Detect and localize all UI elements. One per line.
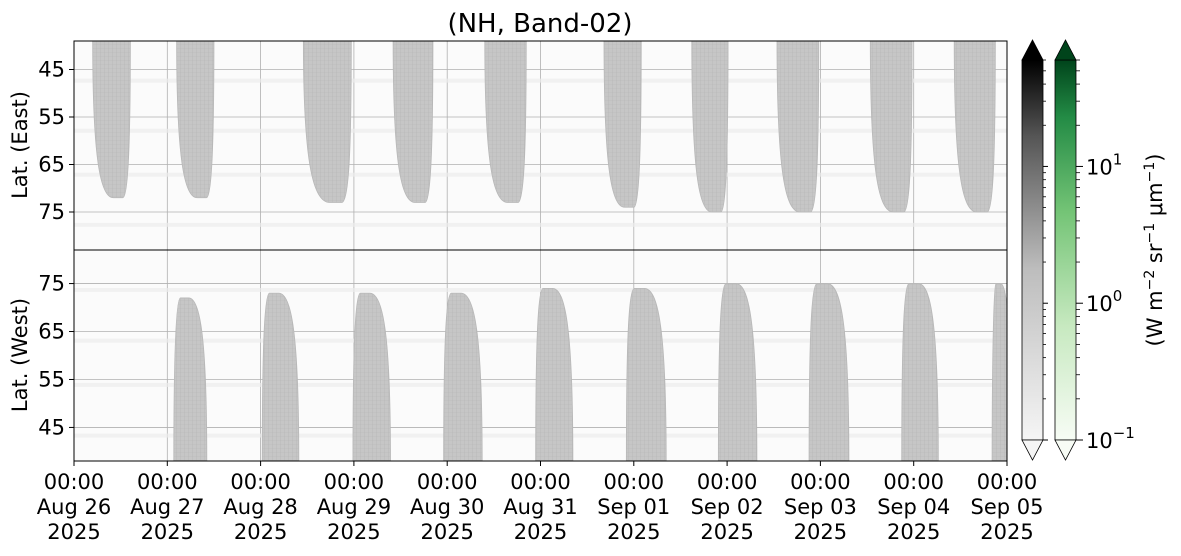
colorbar-green-extend-max <box>1054 39 1077 61</box>
colorbar-gray <box>1021 39 1044 461</box>
swath <box>443 292 483 461</box>
swath <box>991 283 1007 461</box>
swath <box>352 292 391 461</box>
y-tick-label: 45 <box>38 415 65 439</box>
colorbar-tick-label: 100 <box>1086 287 1122 316</box>
swath <box>776 41 820 213</box>
chart-title: (NH, Band-02) <box>447 9 632 39</box>
panel-east: 45 55 65 75 Lat. (East) <box>8 40 1008 251</box>
x-tick-label: 00:00 Aug 28 2025 <box>223 470 297 544</box>
x-axis-ticks: 00:00 Aug 26 2025 00:00 Aug 27 2025 00:00 Aug 2… <box>37 461 1044 544</box>
colorbar-tick-label: 101 <box>1086 150 1122 179</box>
west-ylabel: Lat. (West) <box>8 298 32 412</box>
colorbar-green <box>1054 39 1077 461</box>
x-tick-label: 00:00 Aug 30 2025 <box>410 470 484 544</box>
swath <box>92 41 131 199</box>
x-tick-label: 00:00 Aug 27 2025 <box>130 470 204 544</box>
swath <box>953 41 996 213</box>
west-yticks: 45 55 65 75 <box>38 272 74 439</box>
swath <box>869 41 913 213</box>
swath <box>173 297 208 461</box>
swath <box>808 283 850 461</box>
background-band <box>74 78 1007 83</box>
colorbar-gray-extend-min <box>1021 439 1044 461</box>
x-tick-label: 00:00 Sep 05 2025 <box>971 470 1044 544</box>
y-tick-label: 45 <box>38 58 65 82</box>
swath <box>302 41 352 203</box>
panel-west: 45 55 65 75 Lat. (West) <box>8 249 1008 462</box>
colorbar-tick-label: 10−1 <box>1086 424 1135 453</box>
y-tick-label: 75 <box>38 272 65 296</box>
swath <box>261 292 300 461</box>
east-yticks: 45 55 65 75 <box>38 58 74 224</box>
swath <box>176 41 215 199</box>
east-grid <box>74 41 1007 250</box>
background-band <box>74 222 1007 227</box>
y-tick-label: 55 <box>38 367 65 391</box>
colorbar-gray-body <box>1021 59 1044 441</box>
swath <box>691 41 729 213</box>
colorbar-gray-extend-max <box>1021 39 1044 61</box>
x-tick-label: 00:00 Sep 04 2025 <box>877 470 950 544</box>
background-band <box>74 172 1007 177</box>
x-tick-label: 00:00 Sep 01 2025 <box>597 470 670 544</box>
west-swaths <box>173 283 1007 461</box>
swath <box>392 41 434 203</box>
colorbar-green-body <box>1054 59 1077 441</box>
colorbar-green-extend-min <box>1054 439 1077 461</box>
swath <box>603 41 642 208</box>
swath <box>901 283 939 461</box>
background-band <box>74 128 1007 133</box>
swath <box>535 287 574 461</box>
x-tick-label: 00:00 Aug 26 2025 <box>37 470 111 544</box>
background-band <box>74 287 1007 292</box>
y-tick-label: 75 <box>38 200 65 224</box>
y-tick-label: 55 <box>38 105 65 129</box>
swath <box>625 287 667 461</box>
x-tick-label: 00:00 Aug 29 2025 <box>317 470 391 544</box>
colorbar-ticks: 10−1 100 101 <box>1043 59 1135 453</box>
y-tick-label: 65 <box>38 320 65 344</box>
swath <box>717 283 758 461</box>
swath <box>484 41 527 203</box>
x-tick-label: 00:00 Sep 02 2025 <box>691 470 764 544</box>
x-tick-label: 00:00 Sep 03 2025 <box>784 470 857 544</box>
east-ylabel: Lat. (East) <box>8 91 32 199</box>
y-tick-label: 65 <box>38 153 65 177</box>
colorbar-label: (W m−2 sr−1 μm−1) <box>1142 154 1167 347</box>
x-tick-label: 00:00 Aug 31 2025 <box>503 470 577 544</box>
east-swaths <box>92 41 996 213</box>
